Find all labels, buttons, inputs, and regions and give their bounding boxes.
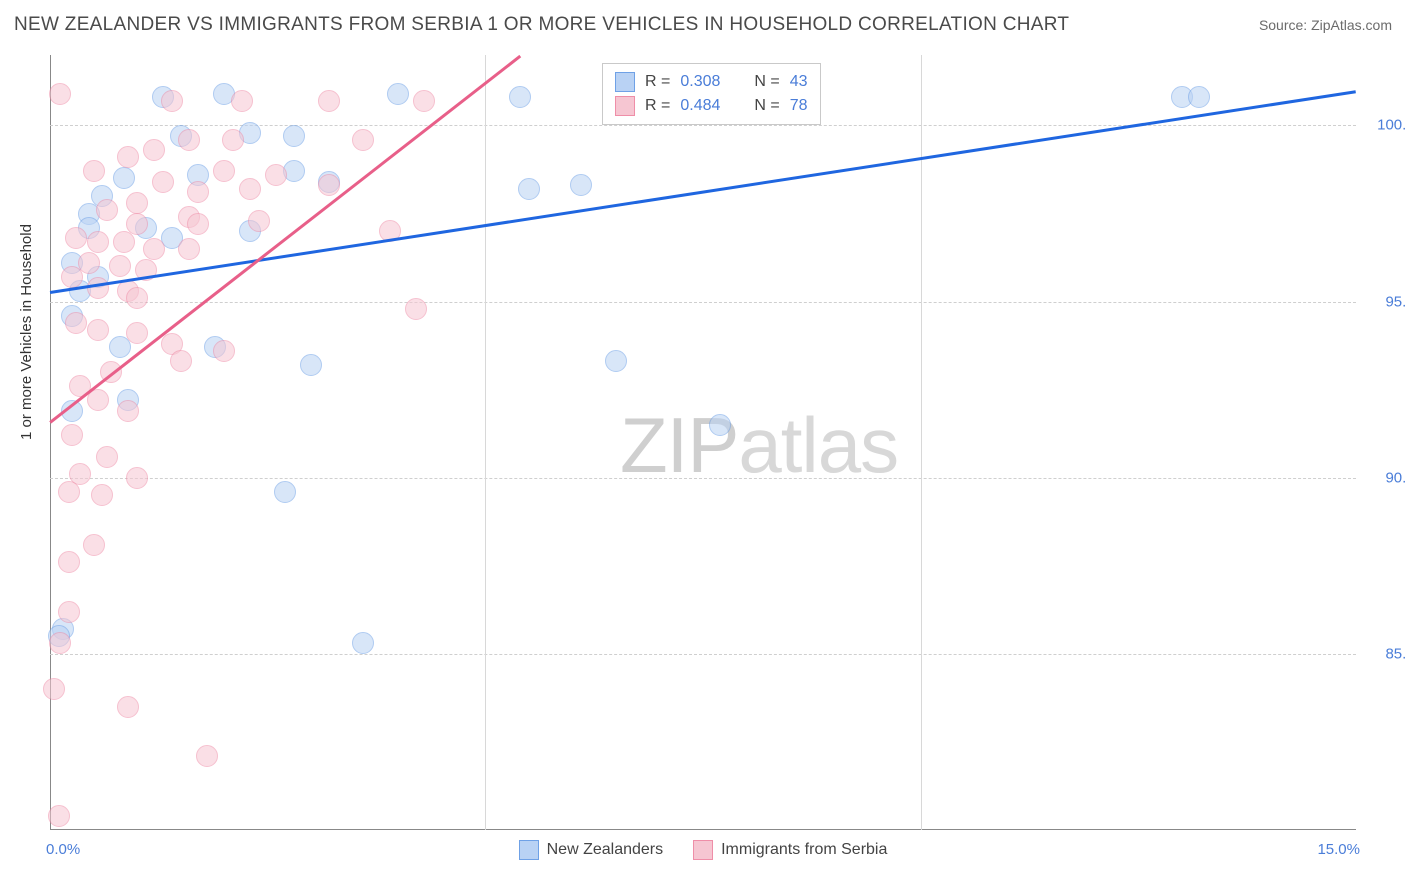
data-point-rs [109,255,131,277]
data-point-rs [61,266,83,288]
data-point-rs [117,146,139,168]
swatch-nz [615,72,635,92]
data-point-rs [187,213,209,235]
data-point-rs [265,164,287,186]
data-point-rs [143,238,165,260]
x-axis-line [50,829,1356,830]
y-tick-label: 90.0% [1385,469,1406,486]
data-point-nz [113,167,135,189]
header: NEW ZEALANDER VS IMMIGRANTS FROM SERBIA … [14,14,1392,36]
y-tick-label: 100.0% [1377,117,1406,134]
data-point-rs [87,231,109,253]
data-point-rs [91,484,113,506]
data-point-rs [117,696,139,718]
data-point-rs [152,171,174,193]
data-point-nz [387,83,409,105]
stat-n-label: N = [754,73,779,91]
stats-legend: R = 0.308 N = 43 R = 0.484 N = 78 [602,63,821,125]
data-point-nz [509,86,531,108]
data-point-nz [352,632,374,654]
data-point-nz [605,350,627,372]
data-point-rs [61,424,83,446]
data-point-rs [239,178,261,200]
swatch-nz [519,840,539,860]
stat-r-label: R = [645,73,670,91]
data-point-nz [570,174,592,196]
data-point-rs [352,129,374,151]
stat-n-label: N = [754,97,779,115]
data-point-rs [58,601,80,623]
y-axis-line [50,55,51,830]
grid-h [50,302,1356,303]
stats-row-nz: R = 0.308 N = 43 [615,70,808,94]
data-point-rs [87,277,109,299]
data-point-rs [83,534,105,556]
data-point-nz [300,354,322,376]
data-point-rs [126,192,148,214]
data-point-rs [96,199,118,221]
data-point-rs [413,90,435,112]
legend-label: Immigrants from Serbia [721,841,887,859]
data-point-rs [178,238,200,260]
legend-label: New Zealanders [547,841,664,859]
data-point-rs [170,350,192,372]
data-point-rs [187,181,209,203]
swatch-rs [693,840,713,860]
data-point-rs [117,400,139,422]
data-point-rs [161,90,183,112]
series-legend: New Zealanders Immigrants from Serbia [50,840,1356,860]
stat-r-value: 0.308 [680,73,720,91]
data-point-rs [126,467,148,489]
data-point-nz [518,178,540,200]
grid-h [50,478,1356,479]
legend-item-nz: New Zealanders [519,840,664,860]
stat-r-value: 0.484 [680,97,720,115]
data-point-rs [318,174,340,196]
data-point-rs [178,129,200,151]
data-point-rs [83,160,105,182]
stat-n-value: 43 [790,73,808,91]
data-point-rs [58,481,80,503]
data-point-nz [274,481,296,503]
data-point-rs [231,90,253,112]
scatter-chart: 85.0%90.0%95.0%100.0%0.0%15.0%ZIPatlasR … [50,55,1356,830]
data-point-rs [405,298,427,320]
data-point-rs [196,745,218,767]
stats-row-rs: R = 0.484 N = 78 [615,94,808,118]
y-tick-label: 85.0% [1385,645,1406,662]
page-title: NEW ZEALANDER VS IMMIGRANTS FROM SERBIA … [14,14,1069,36]
data-point-rs [78,252,100,274]
data-point-rs [43,678,65,700]
data-point-rs [126,322,148,344]
swatch-rs [615,96,635,116]
data-point-rs [213,340,235,362]
data-point-rs [126,287,148,309]
grid-v [485,55,486,830]
data-point-rs [49,83,71,105]
legend-item-rs: Immigrants from Serbia [693,840,887,860]
data-point-rs [213,160,235,182]
data-point-nz [709,414,731,436]
data-point-nz [283,125,305,147]
data-point-rs [48,805,70,827]
data-point-rs [143,139,165,161]
y-tick-label: 95.0% [1385,293,1406,310]
grid-v [921,55,922,830]
data-point-rs [222,129,244,151]
data-point-rs [49,632,71,654]
data-point-rs [58,551,80,573]
data-point-nz [1188,86,1210,108]
y-axis-label: 1 or more Vehicles in Household [18,224,35,440]
data-point-rs [248,210,270,232]
data-point-rs [65,227,87,249]
stat-n-value: 78 [790,97,808,115]
data-point-rs [87,319,109,341]
data-point-rs [65,312,87,334]
grid-h [50,654,1356,655]
source-label: Source: ZipAtlas.com [1259,17,1392,33]
data-point-rs [113,231,135,253]
stat-r-label: R = [645,97,670,115]
data-point-rs [318,90,340,112]
data-point-rs [96,446,118,468]
